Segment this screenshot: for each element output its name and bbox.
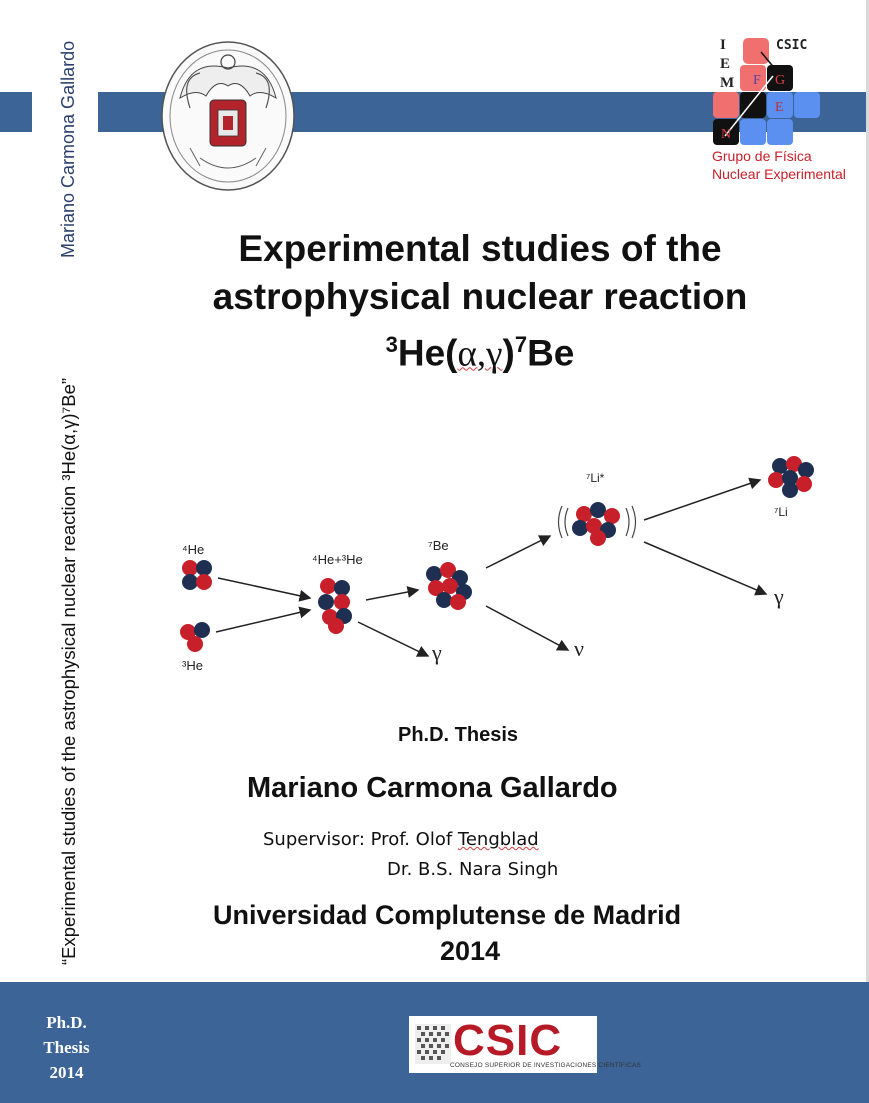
arrow-to-li7: [643, 477, 762, 521]
arrow-nu: [485, 605, 570, 651]
csic-logo: [409, 1016, 597, 1073]
title-he: He(: [397, 332, 458, 374]
label-he4: ⁴He: [182, 542, 204, 557]
header-band-left: [0, 92, 32, 132]
group-line-1: Grupo de Física: [712, 148, 812, 164]
gfne-logo: F G E N: [713, 38, 820, 145]
he4-nucleus: [182, 560, 212, 590]
iem-letters: I E M: [720, 36, 734, 93]
phd-label: Ph.D. Thesis: [398, 724, 519, 746]
title-sup-7: 7: [514, 332, 528, 357]
title-sup-3: 3: [385, 332, 398, 357]
label-gamma-1: γ: [431, 640, 442, 665]
arrow-gamma1: [357, 621, 430, 657]
be7-nucleus: [426, 562, 472, 610]
label-li7star: ⁷Li*: [586, 471, 605, 485]
supervisor-prefix: Supervisor: Prof. Olof: [263, 829, 458, 850]
author-name: Mariano Carmona Gallardo: [247, 772, 618, 804]
csic-small-label: CSIC: [776, 38, 808, 53]
label-be7: ⁷Be: [428, 538, 449, 553]
supervisor-surname: Tengblad: [457, 829, 539, 850]
footer-label: Ph.D. Thesis 2014: [0, 1010, 133, 1085]
li7-nucleus: [768, 456, 814, 498]
grid-letter-f: F: [753, 73, 761, 88]
arrow-to-be7: [365, 586, 420, 601]
footer-line-3: 2014: [49, 1063, 84, 1082]
spine-title-text: “Experimental studies of the astrophysic…: [58, 377, 79, 965]
group-name: Grupo de Física Nuclear Experimental: [712, 147, 846, 183]
label-nu: ν: [574, 636, 584, 661]
grid-letter-e: E: [775, 100, 784, 115]
university-name: Universidad Complutense de Madrid: [213, 900, 682, 930]
label-gamma-2: γ: [773, 584, 784, 609]
csic-wordmark: CSIC: [453, 1016, 563, 1065]
grid-letter-g: G: [775, 73, 785, 88]
title-greek: α,γ: [457, 333, 503, 375]
supervisor-line-1: Supervisor: Prof. Olof Tengblad: [263, 829, 539, 850]
university-seal-logo: [161, 41, 295, 191]
title-line-2: astrophysical nuclear reaction: [212, 276, 748, 317]
label-he4he3: ⁴He+³He: [312, 552, 363, 567]
csic-emblem-icon: [415, 1024, 451, 1064]
title-line-3: 3He(α,γ)7Be: [130, 321, 830, 378]
iem-letter-e: E: [720, 56, 731, 72]
footer-line-1: Ph.D.: [46, 1013, 87, 1032]
csic-subtitle: CONSEJO SUPERIOR DE INVESTIGACIONES CIEN…: [450, 1062, 642, 1069]
iem-letter-m: M: [720, 75, 735, 91]
footer-line-2: Thesis: [43, 1038, 90, 1057]
grid-letter-n: N: [721, 127, 731, 142]
arrow-to-li7star: [485, 535, 552, 569]
label-li7: ⁷Li: [774, 505, 788, 519]
title-be: Be: [527, 332, 575, 374]
arrow-he3: [215, 606, 312, 633]
label-he3: ³He: [182, 658, 203, 673]
supervisor-line-2: Dr. B.S. Nara Singh: [387, 859, 559, 880]
he3-nucleus: [180, 622, 210, 652]
iem-letter-i: I: [720, 37, 726, 53]
arrow-he4: [217, 577, 312, 602]
page-edge: [866, 0, 869, 990]
group-line-2: Nuclear Experimental: [712, 166, 846, 182]
he4he3-nucleus: [318, 578, 352, 634]
spine-author-text: Mariano Carmona Gallardo: [58, 40, 78, 258]
title-line-1: Experimental studies of the: [238, 228, 722, 269]
arrow-gamma2: [643, 541, 768, 596]
li7star-nucleus: [557, 502, 637, 546]
thesis-year: 2014: [440, 936, 501, 966]
reaction-diagram: ⁴He ³He ⁴He+³He ⁷Be ⁷Li* ⁷Li γ ν γ: [180, 456, 814, 673]
title-close: ): [502, 332, 515, 374]
thesis-title: Experimental studies of the astrophysica…: [130, 225, 830, 378]
